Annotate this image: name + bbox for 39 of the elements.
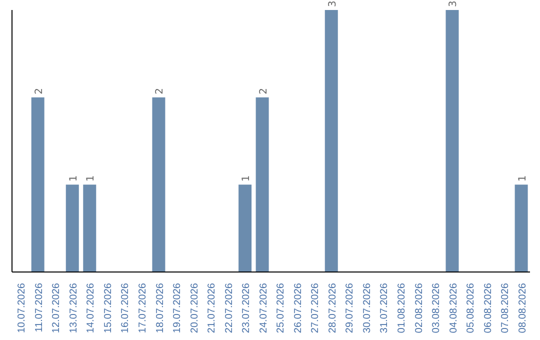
x-tick-label: 20.07.2026 (189, 282, 200, 334)
x-tick-label: 19.07.2026 (172, 282, 184, 334)
x-tick-label: 02.08.2026 (414, 282, 425, 334)
data-label: 1 (517, 175, 528, 182)
x-tick-label: 01.08.2026 (396, 282, 408, 334)
data-label: 2 (154, 88, 166, 94)
x-tick-label: 31.07.2026 (379, 282, 390, 334)
data-label: 2 (258, 88, 270, 94)
x-tick-label: 07.08.2026 (500, 282, 512, 334)
x-tick-label: 17.07.2026 (138, 282, 148, 334)
x-tick-label: 23.07.2026 (241, 282, 252, 334)
x-tick-label: 28.07.2026 (327, 282, 338, 334)
x-tick-label: 29.07.2026 (344, 282, 356, 334)
x-tick-label: 18.07.2026 (154, 282, 166, 334)
x-tick-label: 06.08.2026 (482, 282, 494, 334)
x-tick-label: 03.08.2026 (431, 282, 442, 334)
x-tick-label: 12.07.2026 (51, 282, 62, 334)
data-label: 2 (34, 88, 45, 94)
x-tick-label: 15.07.2026 (102, 282, 114, 334)
x-tick-label: 21.07.2026 (206, 282, 218, 334)
x-tick-label: 05.08.2026 (466, 282, 477, 334)
data-label: 3 (327, 0, 338, 7)
x-tick-label: 26.07.2026 (292, 282, 304, 334)
data-label: 1 (68, 175, 80, 182)
x-tick-label: 13.07.2026 (68, 282, 80, 334)
x-tick-label: 08.08.2026 (517, 282, 528, 334)
x-tick-label: 25.07.2026 (276, 282, 287, 334)
x-tick-label: 24.07.2026 (258, 282, 270, 334)
x-tick-label: 30.07.2026 (362, 282, 373, 334)
x-tick-label: 22.07.2026 (224, 282, 235, 334)
data-label: 1 (86, 175, 97, 182)
x-tick-label: 10.07.2026 (16, 282, 28, 334)
data-label: 1 (241, 175, 252, 182)
x-tick-label: 27.07.2026 (310, 282, 322, 334)
data-label: 3 (448, 0, 460, 7)
x-tick-label: 14.07.2026 (86, 282, 97, 334)
x-tick-label: 04.08.2026 (448, 282, 460, 334)
x-tick-label: 11.07.2026 (34, 282, 45, 332)
x-tick-label: 16.07.2026 (120, 282, 132, 334)
